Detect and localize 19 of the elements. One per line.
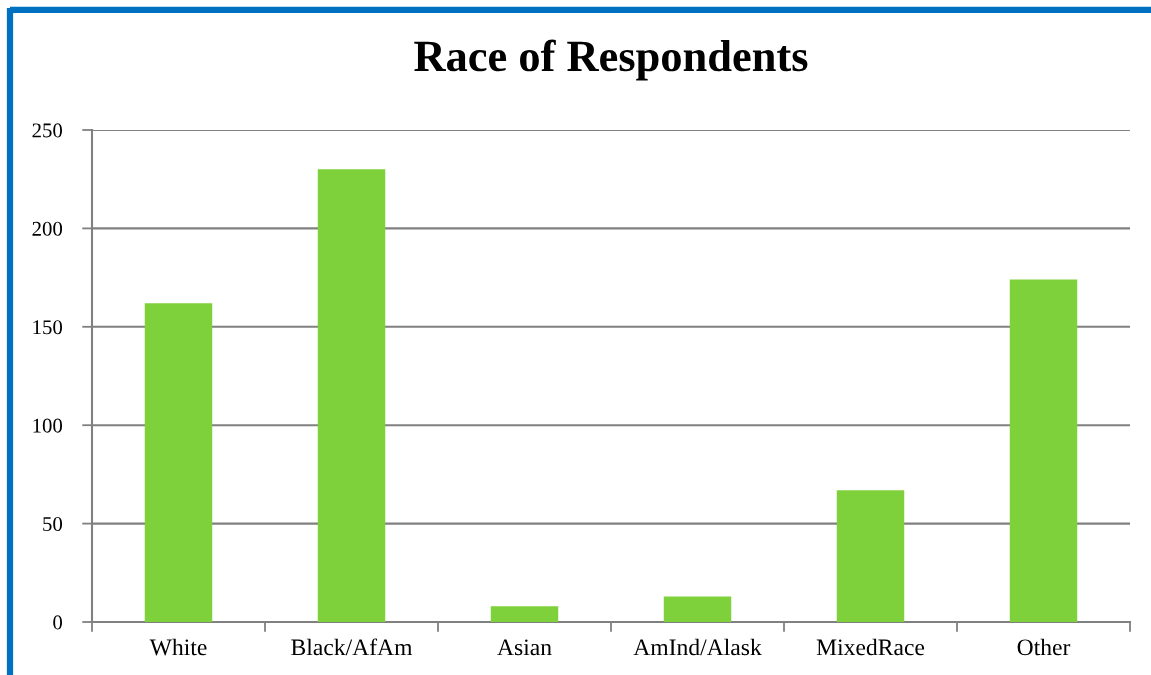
x-tick-label: Black/AfAm: [291, 638, 413, 656]
bar: [1009, 279, 1078, 622]
bar: [663, 596, 732, 622]
bar: [144, 303, 213, 622]
x-tick-label: White: [149, 638, 207, 656]
x-tick-label: AmInd/Alask: [633, 638, 762, 656]
y-tick-label: 150: [33, 320, 63, 335]
bar: [490, 606, 559, 622]
bar: [317, 169, 386, 622]
x-tick-label: Asian: [497, 639, 552, 656]
y-tick-label: 50: [43, 516, 63, 532]
y-tick-label: 0: [53, 615, 63, 630]
y-tick-label: 200: [32, 221, 63, 236]
x-tick-label: Other: [1017, 638, 1071, 656]
y-tick-label: 250: [32, 123, 63, 138]
bar: [836, 490, 905, 622]
x-tick-label: MixedRace: [816, 638, 925, 656]
chart-title: Race of Respondents: [414, 39, 808, 81]
y-tick-label: 100: [33, 418, 63, 433]
